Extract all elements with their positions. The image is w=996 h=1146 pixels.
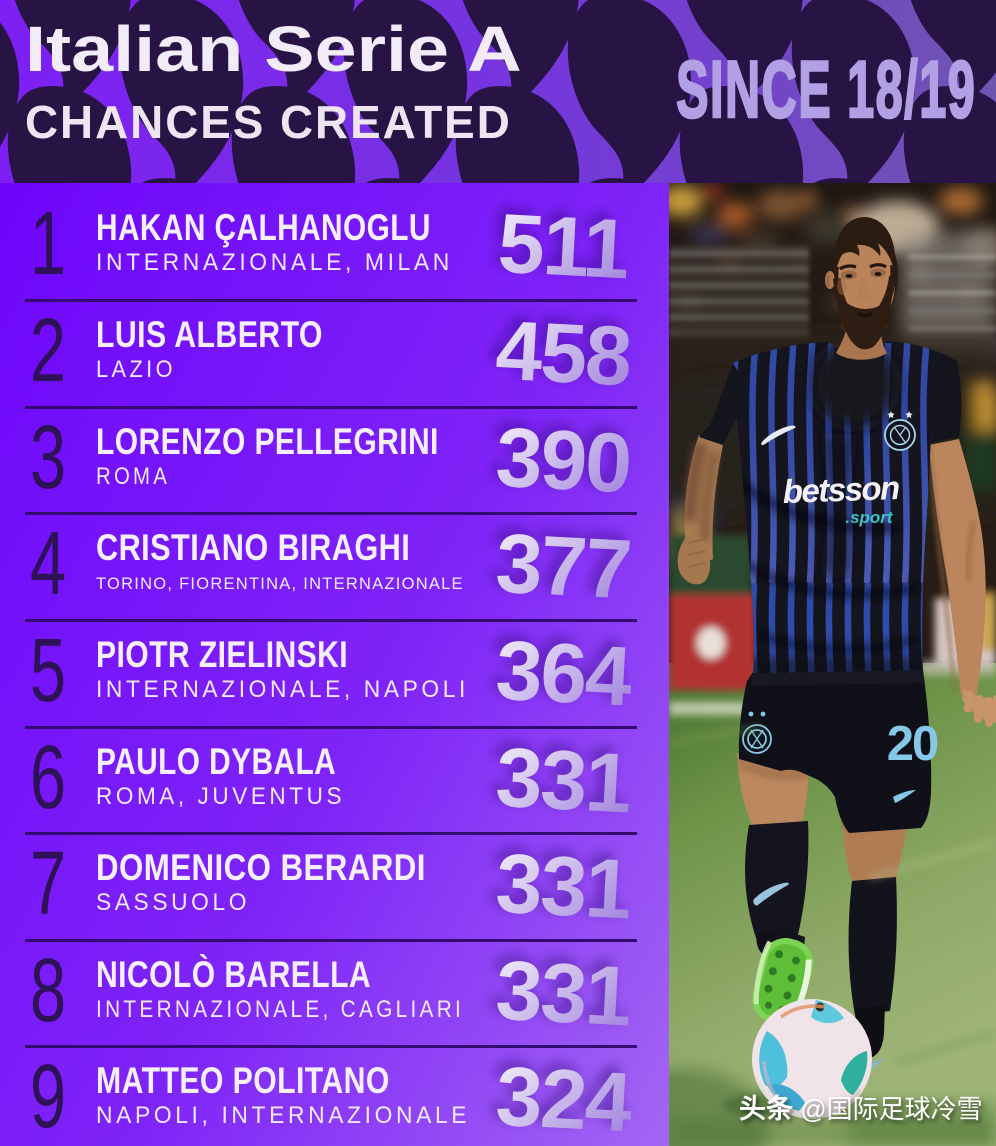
svg-text:20: 20 <box>887 717 938 771</box>
svg-text:betsson: betsson <box>782 469 900 510</box>
svg-text:.sport: .sport <box>845 508 894 527</box>
